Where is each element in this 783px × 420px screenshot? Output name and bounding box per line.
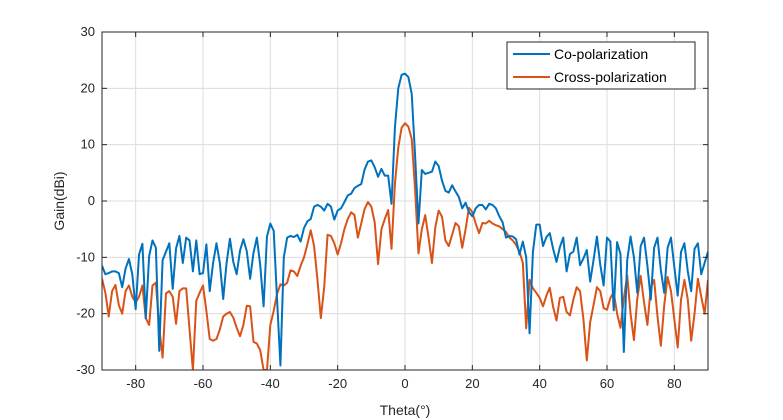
y-tick-labels: -30 -20 -10 0 10 20 30 (76, 24, 95, 377)
y-tick-label: 0 (88, 193, 95, 208)
x-tick-label: 40 (532, 376, 546, 391)
y-tick-label: -20 (76, 306, 95, 321)
y-tick-label: -10 (76, 249, 95, 264)
x-tick-label: 20 (465, 376, 479, 391)
x-tick-labels: -80 -60 -40 -20 0 20 40 60 80 (126, 376, 681, 391)
y-tick-label: 30 (81, 24, 95, 39)
x-tick-label: 0 (401, 376, 408, 391)
y-tick-label: -30 (76, 362, 95, 377)
y-tick-label: 20 (81, 80, 95, 95)
legend-label-co-polarization: Co-polarization (554, 46, 648, 62)
x-tick-label: 80 (667, 376, 681, 391)
legend: Co-polarization Cross-polarization (506, 41, 696, 90)
x-tick-label: -40 (261, 376, 280, 391)
series-line-cross-polarization (102, 122, 708, 370)
series-layer (102, 72, 708, 370)
y-tick-label: 10 (81, 137, 95, 152)
x-axis-label: Theta(°) (380, 402, 431, 418)
x-tick-label: -20 (328, 376, 347, 391)
x-tick-label: -60 (194, 376, 213, 391)
legend-box (506, 41, 696, 90)
x-tick-label: -80 (126, 376, 145, 391)
axis-ticks (102, 31, 708, 371)
x-tick-label: 60 (600, 376, 614, 391)
legend-label-cross-polarization: Cross-polarization (554, 69, 667, 85)
series-line-co-polarization (102, 72, 708, 367)
y-axis-label: Gain(dBi) (51, 171, 67, 230)
